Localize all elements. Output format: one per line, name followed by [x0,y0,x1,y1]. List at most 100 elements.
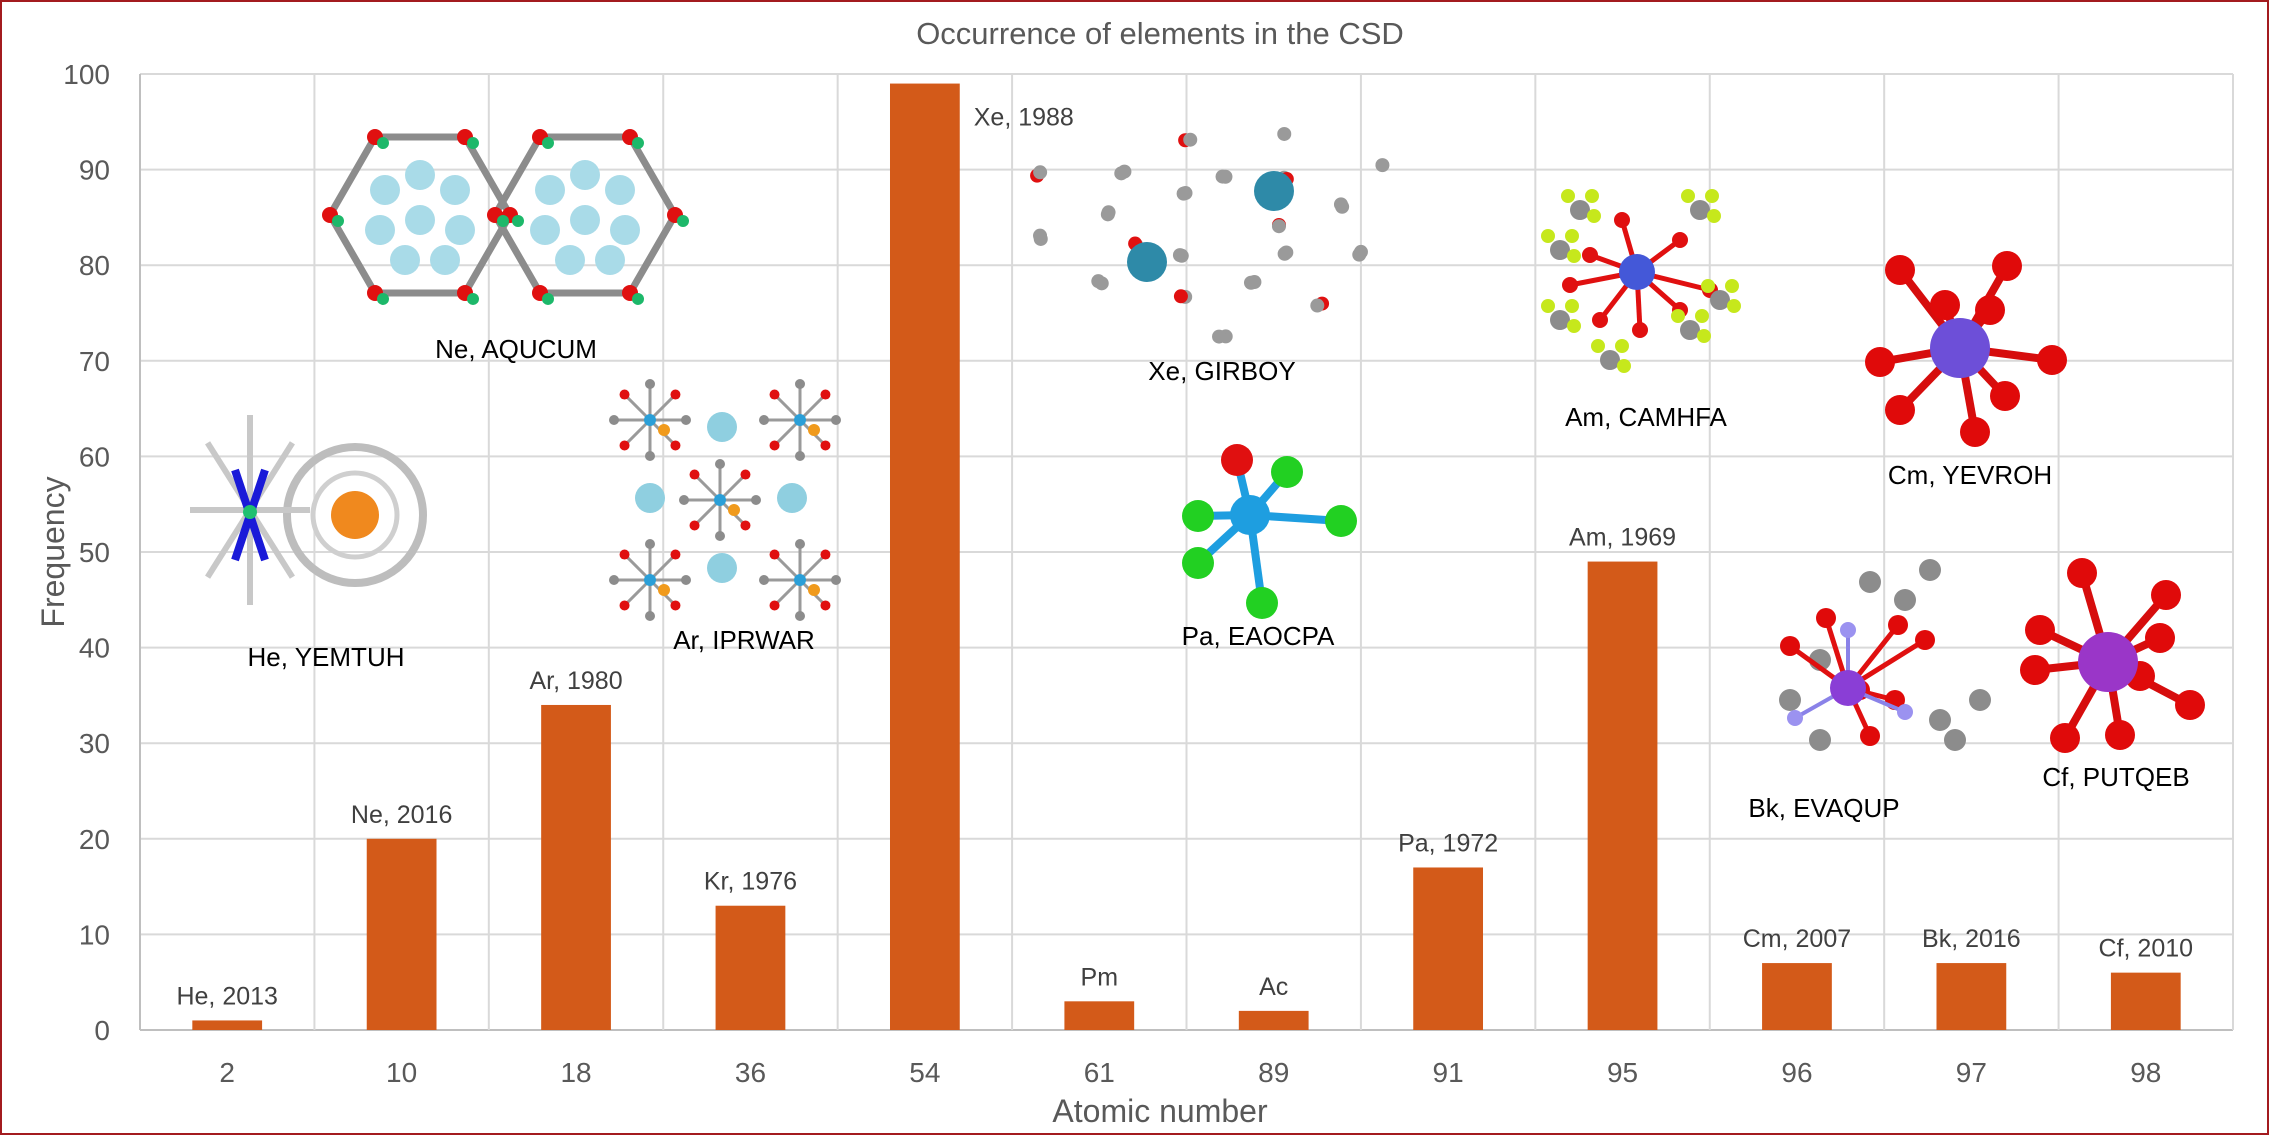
atom-icon [1600,350,1620,370]
atom-icon [645,379,655,389]
bar-2 [192,1020,263,1030]
structure-label: Cm, YEVROH [1888,460,2052,490]
atom-icon [1570,200,1590,220]
atom-icon [2025,615,2055,645]
atom-icon [808,424,820,436]
bar-36 [715,905,786,1030]
y-tick-label: 80 [79,250,110,281]
atom-icon [619,600,630,611]
atom-icon [632,292,644,305]
atom-icon [1975,295,2005,325]
atom-icon [512,215,524,227]
x-axis-label: Atomic number [1052,1093,1268,1129]
atom-icon [831,575,841,585]
atom-icon [1218,169,1233,184]
atom-icon [530,215,560,245]
structure-label: Cf, PUTQEB [2042,762,2189,792]
atom-icon [1592,312,1608,328]
y-axis-ticks: 0 10 20 30 40 50 60 70 80 90 100 [63,59,110,1046]
atom-icon [670,600,681,611]
bond-icon [773,393,802,422]
atom-icon [740,469,751,480]
atom-icon [1582,247,1598,263]
bond-icon [773,418,802,447]
atom-icon [542,292,554,305]
atom-icon [769,600,780,611]
atom-icon [619,389,630,400]
bond-icon [798,553,827,582]
atom-icon [1221,444,1253,476]
bond-icon [623,578,652,607]
data-labels: He, 2013 Ne, 2016 Ar, 1980 Kr, 1976 Xe, 1988… [176,104,2193,1011]
bar-98 [2110,972,2181,1030]
bond-icon [648,553,677,582]
atom-icon [2067,558,2097,588]
atom-icon [1897,704,1913,720]
atom-icon [658,584,670,596]
atom-icon [1697,329,1711,343]
atom-icon [1375,158,1390,173]
structure-label: He, YEMTUH [248,642,405,672]
atom-icon [1335,199,1350,214]
data-label: Pa, 1972 [1398,829,1498,857]
atom-icon [1178,186,1193,201]
bond-icon [623,418,652,447]
bar-18 [541,704,611,1030]
atom-icon [430,245,460,275]
structure-label: Am, CAMHFA [1565,402,1727,432]
atom-icon [619,549,630,560]
bar-89 [1238,1010,1309,1030]
data-label: Ne, 2016 [351,801,452,829]
atom-icon [1915,630,1935,650]
atom-icon [440,175,470,205]
atom-icon [1840,622,1856,638]
atom-icon [831,415,841,425]
atom-icon [2020,655,2050,685]
data-label: Cm, 2007 [1743,925,1851,953]
structure-label: Xe, GIRBOY [1148,356,1295,386]
atom-icon [644,574,656,586]
atom-icon [1567,319,1581,333]
atom-icon [570,160,600,190]
atom-icon [1960,417,1990,447]
atom-icon [1619,254,1655,290]
atom-icon [679,495,689,505]
x-tick-label: 61 [1084,1057,1115,1088]
atom-icon [555,245,585,275]
atom-icon [1830,670,1866,706]
atom-icon [707,412,737,442]
atom-icon [1617,359,1631,373]
atom-icon [1033,228,1048,243]
data-label: He, 2013 [176,982,277,1010]
atom-icon [769,549,780,560]
atom-icon [467,292,479,305]
atom-icon [1182,500,1214,532]
structure-label: Ar, IPRWAR [673,625,815,655]
x-tick-label: 54 [909,1057,940,1088]
atom-icon [1701,279,1715,293]
atom-icon [535,175,565,205]
atom-icon [751,495,761,505]
atom-icon [1277,126,1292,141]
atom-icon [681,575,691,585]
atom-icon [1944,729,1966,751]
structure-label: Pa, EAOCPA [1182,621,1335,651]
bond-icon [718,473,747,502]
atom-icon [1091,274,1106,289]
atom-icon [1929,709,1951,731]
x-tick-label: 95 [1607,1057,1638,1088]
atom-icon [1550,240,1570,260]
atom-icon [645,611,655,621]
x-tick-label: 2 [219,1057,235,1088]
atom-icon [632,137,644,150]
atom-icon [769,440,780,451]
bar-61 [1064,1001,1135,1030]
atom-icon [1809,729,1831,751]
atom-icon [1182,547,1214,579]
fullerene-cage-icon [310,470,400,560]
atom-icon [1561,189,1575,203]
atom-icon [595,245,625,275]
atom-icon [445,215,475,245]
y-tick-label: 50 [79,537,110,568]
bond-icon [798,393,827,422]
